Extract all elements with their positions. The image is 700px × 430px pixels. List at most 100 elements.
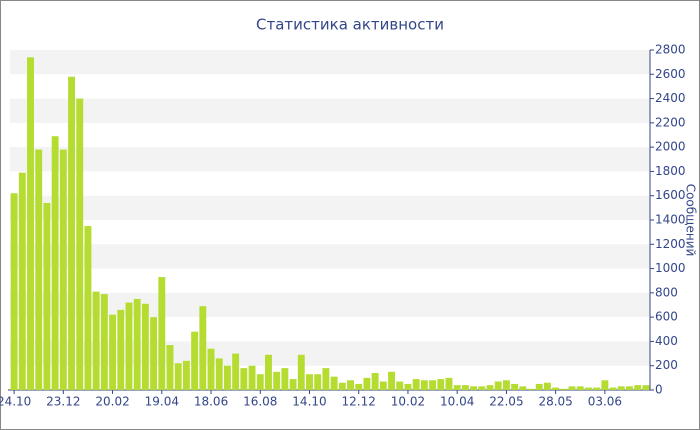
bar [585, 387, 592, 390]
y-tick-label: 1600 [655, 188, 686, 202]
x-tick-label: 18.06 [194, 395, 228, 409]
bar [59, 149, 67, 390]
bar [461, 385, 469, 390]
bar [248, 365, 256, 390]
x-tick-label: 14.10 [292, 395, 326, 409]
bar [223, 365, 231, 390]
bar [617, 386, 625, 390]
bar [100, 294, 108, 390]
bar [371, 373, 379, 390]
grid-band [10, 50, 650, 75]
x-tick-label: 28.05 [538, 395, 572, 409]
bar [207, 348, 215, 390]
bar [486, 385, 494, 390]
bar [338, 382, 346, 390]
bar [429, 380, 437, 390]
bar [27, 57, 34, 391]
grid-band [10, 341, 650, 366]
x-tick-label: 20.02 [95, 395, 129, 409]
y-tick-label: 200 [655, 358, 678, 372]
bar [10, 193, 18, 390]
bar [43, 203, 51, 390]
grid-band [10, 195, 650, 220]
bar [420, 380, 428, 390]
bar [92, 291, 100, 390]
bar [396, 381, 404, 390]
bar [51, 136, 59, 390]
bar [519, 386, 527, 390]
y-tick-label: 0 [655, 383, 663, 397]
bar [543, 382, 551, 390]
bar [355, 383, 363, 390]
bar [314, 374, 322, 390]
bar [306, 374, 313, 390]
bar [347, 380, 354, 390]
y-tick-label: 800 [655, 285, 678, 299]
bar [511, 383, 519, 390]
bar [265, 354, 272, 390]
x-tick-label: 19.04 [145, 395, 179, 409]
bar [191, 331, 199, 390]
grid-band [10, 98, 650, 123]
y-tick-label: 1000 [655, 261, 686, 275]
bar [322, 368, 330, 390]
bar [527, 388, 535, 390]
bar [273, 371, 281, 390]
x-tick-label: 23.12 [46, 395, 80, 409]
grid-band [10, 244, 650, 269]
bar [35, 149, 43, 390]
y-tick-label: 400 [655, 334, 678, 348]
bar [141, 303, 149, 390]
x-tick-label: 10.02 [391, 395, 425, 409]
chart-title: Статистика активности [256, 16, 444, 34]
y-tick-label: 2000 [655, 140, 686, 154]
x-tick-label: 10.04 [440, 395, 474, 409]
y-tick-label: 1200 [655, 237, 686, 251]
bar [133, 298, 141, 390]
grid-band [10, 292, 650, 318]
bar [626, 386, 633, 390]
bar [470, 386, 478, 390]
bar [330, 376, 338, 390]
bar [182, 360, 190, 390]
bar [109, 314, 117, 390]
grid-band [10, 147, 650, 172]
bar [388, 371, 395, 390]
bar [84, 226, 92, 390]
bar [634, 385, 642, 390]
x-tick-label: 03.06 [588, 395, 622, 409]
bar [494, 381, 502, 390]
bar [117, 309, 125, 390]
bar [297, 354, 305, 390]
bar [404, 383, 412, 390]
y-tick-label: 2200 [655, 115, 686, 129]
bar [609, 387, 617, 390]
bar [215, 358, 223, 390]
bar [76, 98, 84, 391]
x-tick-label: 24.10 [0, 395, 31, 409]
y-tick-label: 2600 [655, 67, 686, 81]
bar [174, 363, 182, 390]
bar [68, 76, 75, 390]
bar [576, 386, 584, 390]
bar [256, 374, 264, 390]
bar [363, 377, 371, 390]
bar [642, 385, 650, 390]
y-axis-label: Сообщений [684, 184, 698, 257]
bar [281, 368, 289, 390]
bar [568, 386, 576, 390]
bar [289, 379, 297, 390]
bar [437, 379, 445, 390]
y-tick-label: 1400 [655, 213, 686, 227]
y-tick-label: 2400 [655, 91, 686, 105]
x-tick-label: 22.05 [489, 395, 523, 409]
bar [412, 379, 420, 390]
bar [240, 368, 248, 390]
bar [166, 345, 174, 390]
x-tick-label: 12.12 [342, 395, 376, 409]
x-tick-label: 16.08 [243, 395, 277, 409]
y-tick-label: 600 [655, 310, 678, 324]
y-tick-label: 1800 [655, 164, 686, 178]
bar [379, 381, 387, 390]
